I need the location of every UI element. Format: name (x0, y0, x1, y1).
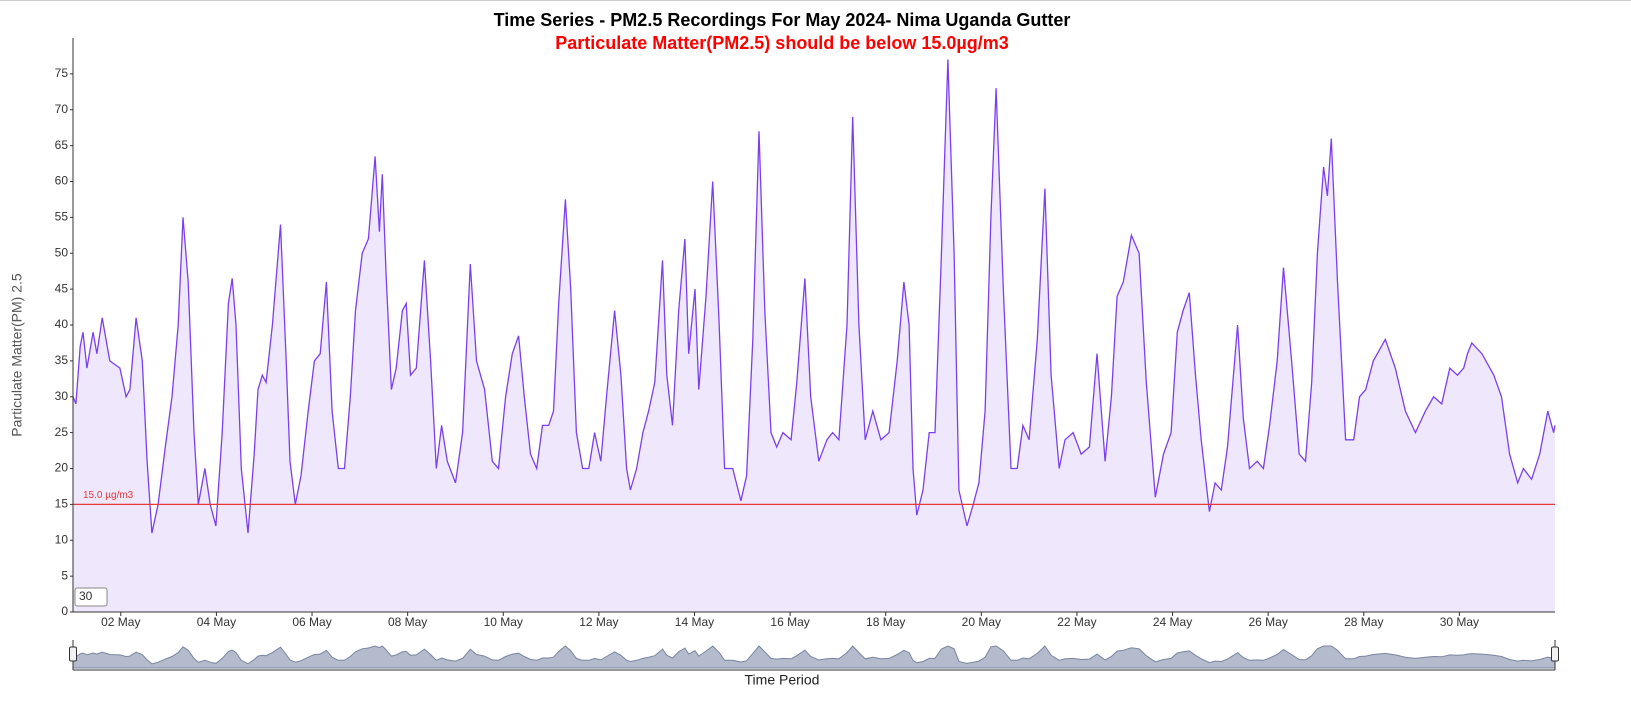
x-tick-label: 20 May (962, 615, 1001, 629)
x-tick-label: 24 May (1153, 615, 1192, 629)
x-tick-label: 10 May (484, 615, 523, 629)
x-tick-label: 28 May (1344, 615, 1383, 629)
x-tick-label: 22 May (1057, 615, 1096, 629)
threshold-label: 15.0 µg/m3 (83, 490, 134, 501)
x-tick-label: 08 May (388, 615, 427, 629)
x-tick-label: 06 May (292, 615, 331, 629)
x-tick-label: 12 May (579, 615, 618, 629)
y-axis-label: Particulate Matter(PM) 2.5 (9, 273, 25, 437)
y-tick-label: 10 (55, 532, 69, 546)
y-tick-label: 45 (55, 281, 69, 295)
y-tick-label: 65 (55, 138, 69, 152)
y-tick-label: 15 (55, 497, 69, 511)
y-tick-label: 0 (61, 604, 68, 618)
y-tick-label: 75 (55, 66, 69, 80)
y-tick-label: 40 (55, 317, 69, 331)
area-fill (73, 59, 1555, 612)
x-tick-label: 26 May (1248, 615, 1287, 629)
y-tick-label: 25 (55, 425, 69, 439)
x-tick-label: 30 May (1440, 615, 1479, 629)
navigator-handle (69, 646, 77, 662)
line (72, 59, 1556, 534)
x-tick-label: 18 May (866, 615, 905, 629)
chart-subtitle: Particulate Matter(PM2.5) should be belo… (555, 33, 1008, 53)
x-tick-label: 02 May (101, 615, 140, 629)
y-tick-label: 5 (61, 568, 68, 582)
x-tick-label: 04 May (197, 615, 236, 629)
chart-title: Time Series - PM2.5 Recordings For May 2… (494, 10, 1071, 30)
navigator-area (72, 645, 1556, 669)
y-tick-label: 70 (55, 102, 69, 116)
y-tick-label: 50 (55, 245, 69, 259)
y-tick-label: 55 (55, 210, 69, 224)
x-tick-label: 16 May (770, 615, 809, 629)
window-input (74, 587, 108, 607)
x-axis-label: Time Period (745, 672, 820, 688)
navigator-handle (1551, 646, 1559, 662)
y-tick-label: 30 (55, 389, 69, 403)
y-tick-label: 35 (55, 353, 69, 367)
y-tick-label: 20 (55, 461, 69, 475)
x-tick-label: 14 May (675, 615, 714, 629)
y-tick-label: 60 (55, 174, 69, 188)
window-input-text: 30 (79, 589, 93, 603)
